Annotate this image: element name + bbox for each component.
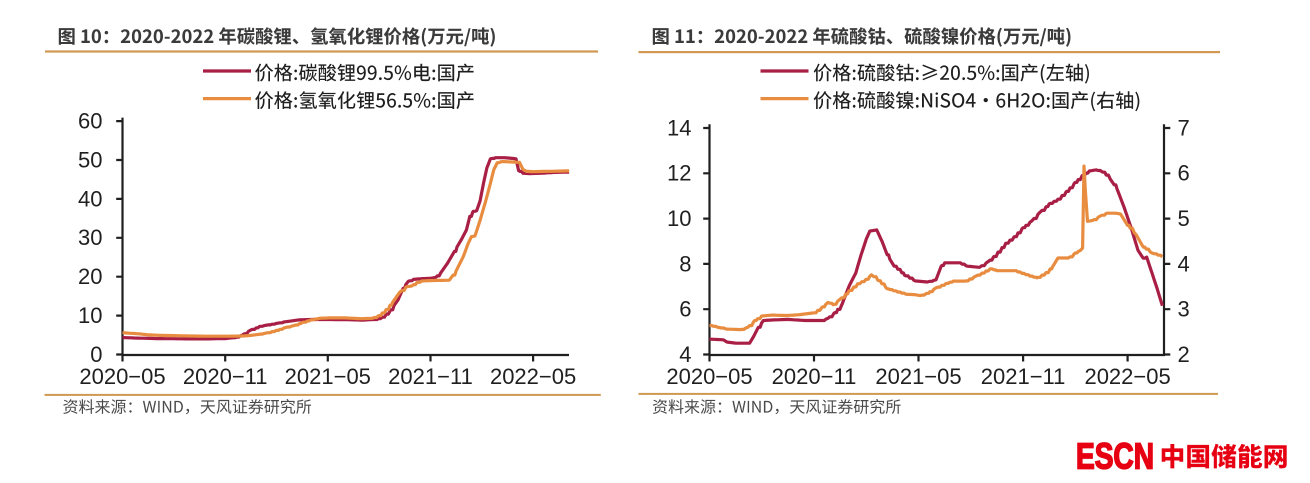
svg-text:4: 4 — [1178, 251, 1190, 276]
svg-text:60: 60 — [78, 109, 102, 134]
svg-text:2022−05: 2022−05 — [490, 364, 576, 389]
svg-text:30: 30 — [78, 225, 102, 250]
svg-text:2021−11: 2021−11 — [981, 364, 1066, 389]
svg-text:ESCN: ESCN — [1076, 436, 1154, 476]
svg-text:10: 10 — [78, 303, 102, 328]
svg-text:6: 6 — [1178, 161, 1190, 186]
svg-text:2: 2 — [1178, 342, 1190, 367]
svg-text:20: 20 — [78, 264, 102, 289]
svg-text:0: 0 — [90, 342, 102, 367]
svg-text:2020−11: 2020−11 — [772, 364, 857, 389]
svg-text:4: 4 — [679, 342, 691, 367]
svg-text:12: 12 — [667, 161, 691, 186]
svg-text:40: 40 — [78, 186, 102, 211]
svg-text:2020−05: 2020−05 — [666, 364, 752, 389]
svg-text:8: 8 — [679, 251, 691, 276]
svg-text:2020−11: 2020−11 — [183, 364, 268, 389]
svg-text:2022−05: 2022−05 — [1084, 364, 1170, 389]
svg-text:2020−05: 2020−05 — [79, 364, 165, 389]
svg-text:2021−11: 2021−11 — [388, 364, 473, 389]
svg-text:2021−05: 2021−05 — [875, 364, 961, 389]
svg-text:10: 10 — [667, 206, 691, 231]
svg-text:2021−05: 2021−05 — [285, 364, 371, 389]
svg-text:14: 14 — [667, 115, 691, 140]
svg-text:3: 3 — [1178, 297, 1190, 322]
svg-text:6: 6 — [679, 297, 691, 322]
svg-text:5: 5 — [1178, 206, 1190, 231]
svg-text:7: 7 — [1178, 115, 1190, 140]
svg-text:50: 50 — [78, 147, 102, 172]
